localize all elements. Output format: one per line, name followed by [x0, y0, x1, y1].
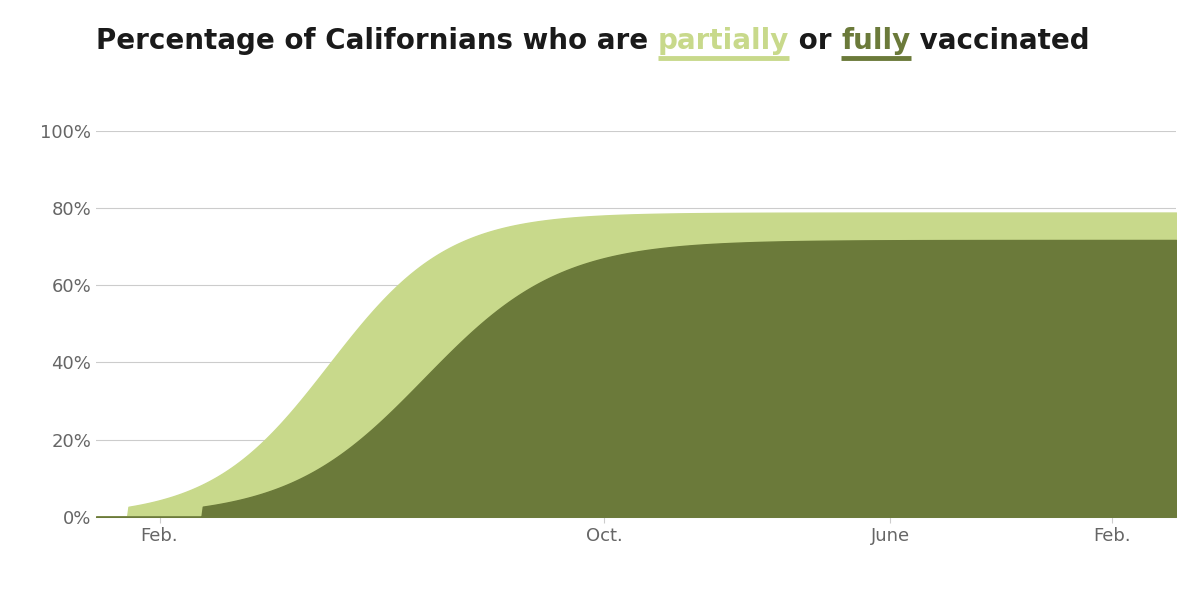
Text: or: or [790, 27, 841, 55]
Text: partially: partially [658, 27, 790, 55]
Text: vaccinated: vaccinated [911, 27, 1090, 55]
Text: Percentage of Californians who are: Percentage of Californians who are [96, 27, 658, 55]
Text: fully: fully [841, 27, 911, 55]
